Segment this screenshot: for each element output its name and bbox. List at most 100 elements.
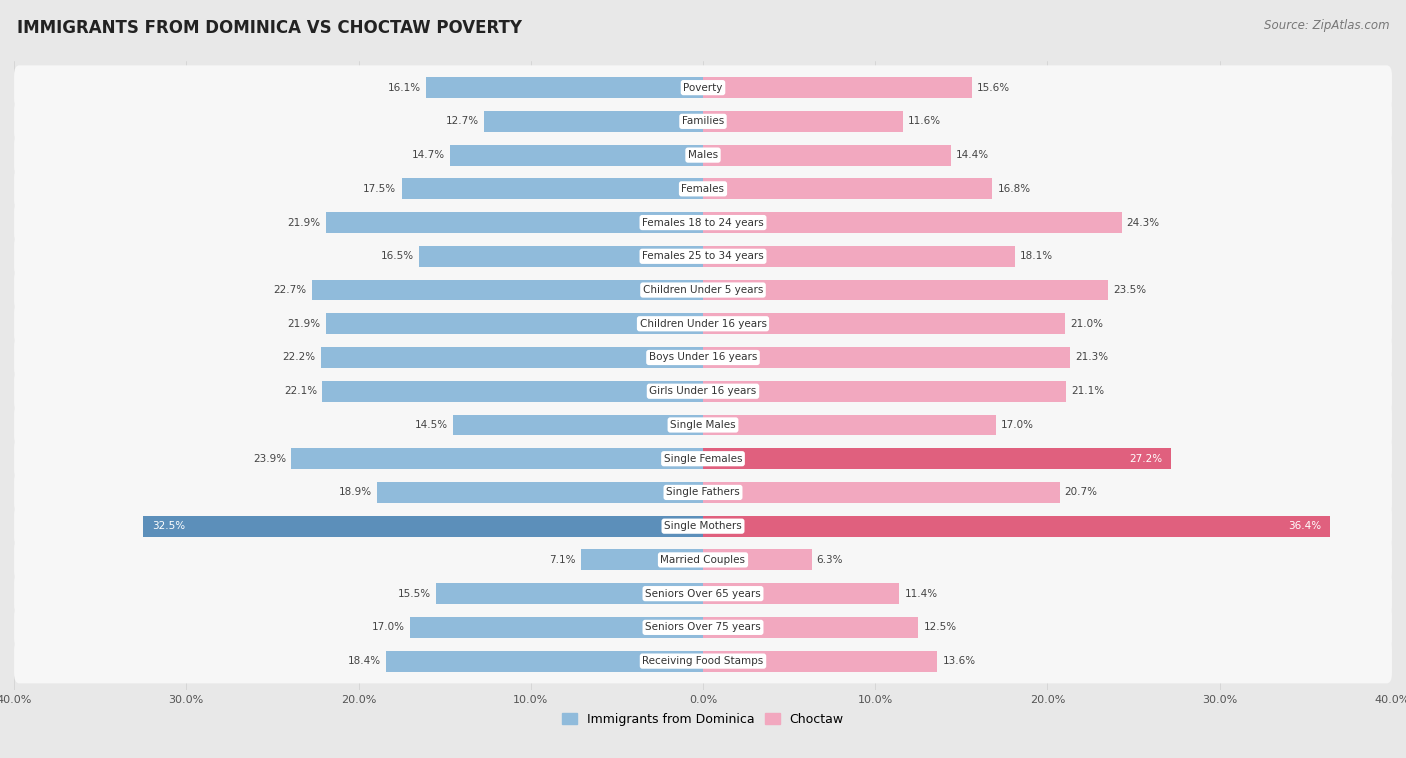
Text: 20.7%: 20.7% <box>1064 487 1098 497</box>
Bar <box>703 617 918 637</box>
Text: Children Under 5 years: Children Under 5 years <box>643 285 763 295</box>
Legend: Immigrants from Dominica, Choctaw: Immigrants from Dominica, Choctaw <box>557 708 849 731</box>
FancyBboxPatch shape <box>14 470 1392 515</box>
Text: 22.2%: 22.2% <box>283 352 315 362</box>
Bar <box>703 280 1108 300</box>
FancyBboxPatch shape <box>14 65 1392 110</box>
Text: 24.3%: 24.3% <box>1126 218 1160 227</box>
Text: 14.7%: 14.7% <box>412 150 444 160</box>
FancyBboxPatch shape <box>14 99 1392 143</box>
Text: Females: Females <box>682 184 724 194</box>
Text: 6.3%: 6.3% <box>817 555 844 565</box>
Text: 23.9%: 23.9% <box>253 454 287 464</box>
Text: 12.7%: 12.7% <box>446 117 479 127</box>
FancyBboxPatch shape <box>14 437 1392 481</box>
Text: Married Couples: Married Couples <box>661 555 745 565</box>
Bar <box>703 246 1015 267</box>
Text: 15.5%: 15.5% <box>398 589 430 599</box>
Bar <box>703 515 1330 537</box>
Bar <box>703 650 938 672</box>
Bar <box>703 482 1060 503</box>
Bar <box>703 178 993 199</box>
Bar <box>436 583 703 604</box>
Text: Single Mothers: Single Mothers <box>664 522 742 531</box>
Text: 16.8%: 16.8% <box>997 184 1031 194</box>
Bar <box>312 280 703 300</box>
Bar <box>377 482 703 503</box>
Bar <box>703 313 1064 334</box>
Text: Seniors Over 75 years: Seniors Over 75 years <box>645 622 761 632</box>
FancyBboxPatch shape <box>14 639 1392 684</box>
Text: Source: ZipAtlas.com: Source: ZipAtlas.com <box>1264 19 1389 32</box>
Text: 16.5%: 16.5% <box>381 252 413 262</box>
Bar <box>484 111 703 132</box>
Text: Females 18 to 24 years: Females 18 to 24 years <box>643 218 763 227</box>
Text: 21.9%: 21.9% <box>287 319 321 329</box>
FancyBboxPatch shape <box>14 335 1392 380</box>
Text: Females 25 to 34 years: Females 25 to 34 years <box>643 252 763 262</box>
FancyBboxPatch shape <box>14 605 1392 650</box>
FancyBboxPatch shape <box>14 133 1392 177</box>
Text: Girls Under 16 years: Girls Under 16 years <box>650 387 756 396</box>
FancyBboxPatch shape <box>14 402 1392 447</box>
Bar <box>402 178 703 199</box>
Text: 21.1%: 21.1% <box>1071 387 1105 396</box>
Text: 11.6%: 11.6% <box>908 117 941 127</box>
Bar <box>321 347 703 368</box>
Text: 27.2%: 27.2% <box>1130 454 1163 464</box>
Bar <box>703 583 900 604</box>
Bar <box>291 448 703 469</box>
Text: 17.5%: 17.5% <box>363 184 396 194</box>
FancyBboxPatch shape <box>14 302 1392 346</box>
FancyBboxPatch shape <box>14 572 1392 616</box>
Text: 21.9%: 21.9% <box>287 218 321 227</box>
Bar <box>703 550 811 570</box>
Bar <box>387 650 703 672</box>
Bar <box>450 145 703 165</box>
Bar <box>703 415 995 435</box>
Text: 15.6%: 15.6% <box>977 83 1010 92</box>
Bar <box>326 212 703 233</box>
Text: Receiving Food Stamps: Receiving Food Stamps <box>643 656 763 666</box>
FancyBboxPatch shape <box>14 167 1392 211</box>
Text: Children Under 16 years: Children Under 16 years <box>640 319 766 329</box>
Text: 21.3%: 21.3% <box>1076 352 1108 362</box>
Text: Poverty: Poverty <box>683 83 723 92</box>
Text: 17.0%: 17.0% <box>373 622 405 632</box>
Text: 18.9%: 18.9% <box>339 487 373 497</box>
Bar <box>419 246 703 267</box>
FancyBboxPatch shape <box>14 504 1392 549</box>
Text: 22.1%: 22.1% <box>284 387 318 396</box>
Bar <box>411 617 703 637</box>
Bar <box>703 212 1122 233</box>
Text: Males: Males <box>688 150 718 160</box>
Bar <box>703 111 903 132</box>
Bar <box>703 347 1070 368</box>
FancyBboxPatch shape <box>14 268 1392 312</box>
Text: 14.5%: 14.5% <box>415 420 449 430</box>
Text: IMMIGRANTS FROM DOMINICA VS CHOCTAW POVERTY: IMMIGRANTS FROM DOMINICA VS CHOCTAW POVE… <box>17 19 522 37</box>
Text: 16.1%: 16.1% <box>388 83 420 92</box>
Text: 17.0%: 17.0% <box>1001 420 1033 430</box>
FancyBboxPatch shape <box>14 200 1392 245</box>
Text: 23.5%: 23.5% <box>1114 285 1146 295</box>
Text: 11.4%: 11.4% <box>904 589 938 599</box>
Text: 18.4%: 18.4% <box>347 656 381 666</box>
Text: 22.7%: 22.7% <box>274 285 307 295</box>
Bar <box>143 515 703 537</box>
Text: Single Females: Single Females <box>664 454 742 464</box>
Bar <box>703 381 1066 402</box>
Text: Seniors Over 65 years: Seniors Over 65 years <box>645 589 761 599</box>
Text: Families: Families <box>682 117 724 127</box>
Bar <box>326 313 703 334</box>
Text: 36.4%: 36.4% <box>1288 522 1322 531</box>
Text: 32.5%: 32.5% <box>152 522 186 531</box>
FancyBboxPatch shape <box>14 369 1392 414</box>
FancyBboxPatch shape <box>14 537 1392 582</box>
Text: Single Fathers: Single Fathers <box>666 487 740 497</box>
Text: 13.6%: 13.6% <box>942 656 976 666</box>
Bar <box>703 77 972 98</box>
Bar <box>426 77 703 98</box>
Text: 14.4%: 14.4% <box>956 150 990 160</box>
Text: 12.5%: 12.5% <box>924 622 956 632</box>
